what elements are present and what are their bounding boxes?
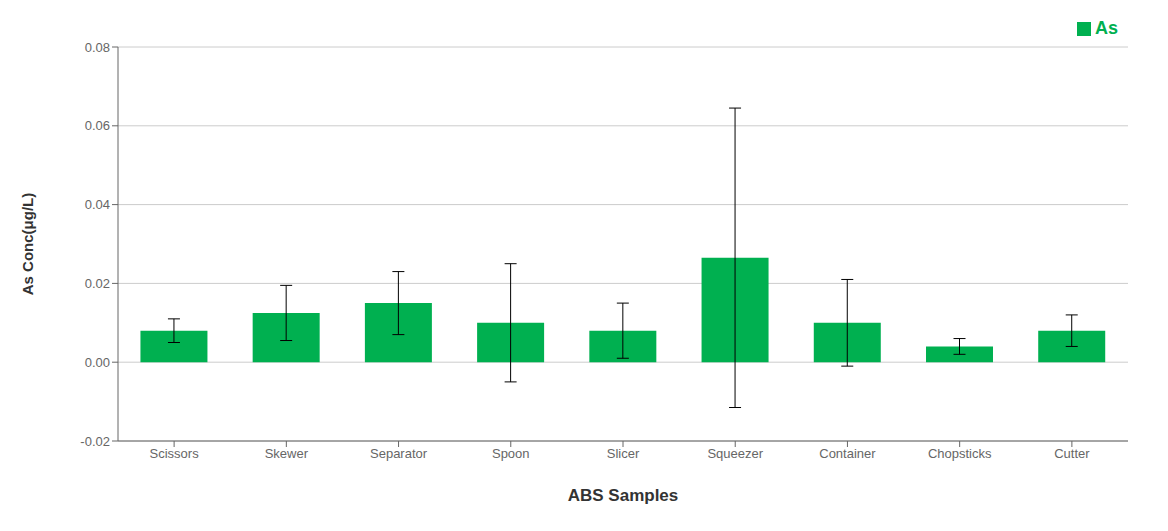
svg-text:-0.02: -0.02 [80, 434, 110, 449]
svg-text:0.02: 0.02 [85, 276, 110, 291]
svg-text:Separator: Separator [370, 446, 428, 461]
svg-text:0.04: 0.04 [85, 197, 110, 212]
svg-text:Skewer: Skewer [265, 446, 309, 461]
svg-text:0.08: 0.08 [85, 40, 110, 55]
svg-text:ABS Samples: ABS Samples [568, 486, 679, 505]
svg-text:Chopsticks: Chopsticks [928, 446, 992, 461]
svg-text:Scissors: Scissors [150, 446, 200, 461]
svg-text:Container: Container [819, 446, 876, 461]
svg-text:Spoon: Spoon [492, 446, 530, 461]
svg-text:0.00: 0.00 [85, 355, 110, 370]
svg-text:Slicer: Slicer [607, 446, 640, 461]
svg-text:Cutter: Cutter [1054, 446, 1090, 461]
svg-text:0.06: 0.06 [85, 118, 110, 133]
html-text:As: As [1095, 18, 1118, 38]
svg-text:As Conc(μg/L): As Conc(μg/L) [19, 193, 36, 296]
svg-text:Squeezer: Squeezer [707, 446, 763, 461]
